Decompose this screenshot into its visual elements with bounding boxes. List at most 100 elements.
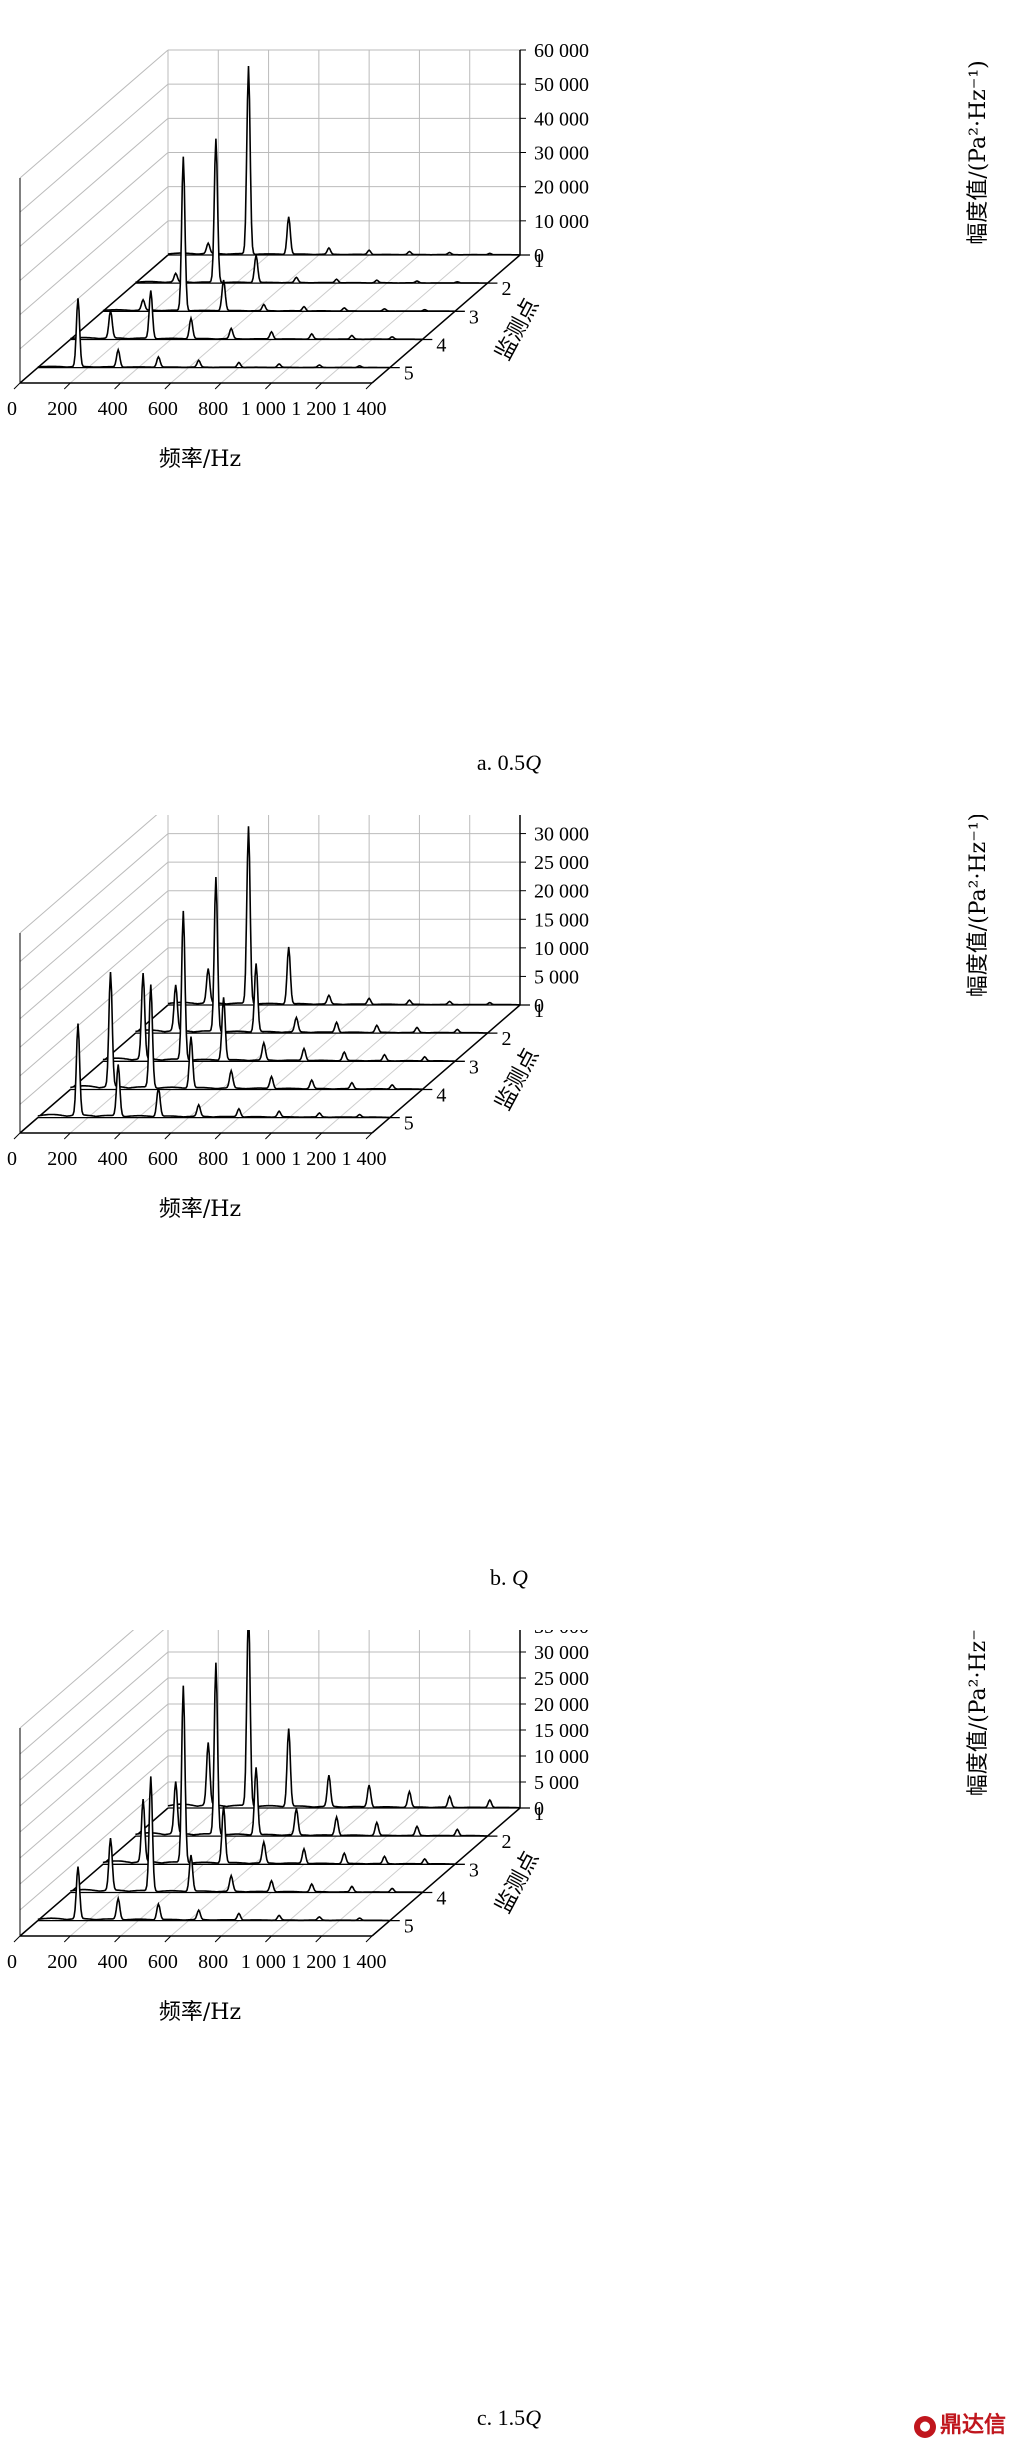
grid-line xyxy=(19,947,169,1077)
series-fill xyxy=(168,66,520,255)
y-tick-label: 35 000 xyxy=(534,1630,589,1638)
z-tick-label: 5 xyxy=(404,1113,414,1135)
grid-line xyxy=(19,833,169,962)
grid-line xyxy=(120,1004,269,1134)
z-tick-label: 4 xyxy=(436,1887,446,1909)
x-tick-label: 1 000 xyxy=(241,398,286,420)
x-tick-label: 200 xyxy=(47,1148,77,1170)
z-tick-label: 1 xyxy=(534,250,544,272)
grid-line xyxy=(19,1703,169,1833)
grid-line xyxy=(19,918,169,1048)
z-axis-line xyxy=(371,1807,521,1937)
x-tick-mark xyxy=(13,1132,21,1140)
series-fill xyxy=(168,1630,520,1808)
series-fill xyxy=(37,298,390,368)
y-tick-label: 60 000 xyxy=(534,40,589,62)
z-tick-label: 1 xyxy=(534,1803,544,1825)
grid-line xyxy=(120,1807,269,1937)
grid-line xyxy=(19,1729,169,1859)
x-tick-mark xyxy=(114,1935,121,1943)
x-tick-label: 200 xyxy=(47,398,77,420)
z-tick-label: 5 xyxy=(404,363,414,385)
panel-caption: b. Q xyxy=(490,1565,528,1590)
grid-line xyxy=(271,1807,420,1937)
z-tick-label: 4 xyxy=(436,1084,446,1106)
series-line-2 xyxy=(135,1662,488,1837)
x-tick-label: 600 xyxy=(148,398,178,420)
depth-axis-line xyxy=(19,1807,169,1937)
z-axis-label: 监测点 xyxy=(491,1045,544,1115)
x-tick-mark xyxy=(265,1935,272,1943)
chart-panel-b: 0 200 400 600 800 1 000 1 200 1 400 频率/Hz 0 5 000 1… xyxy=(0,815,1018,1630)
z-axis-line xyxy=(371,254,521,384)
x-tick-mark xyxy=(214,1935,222,1943)
series-line-5 xyxy=(37,1023,390,1119)
x-tick-label: 0 xyxy=(7,398,17,420)
x-tick-mark xyxy=(13,1935,21,1943)
grid-line xyxy=(271,1004,420,1134)
x-axis-label: 频率/Hz xyxy=(159,447,241,472)
grid-line xyxy=(69,1807,219,1937)
series-fill xyxy=(102,910,455,1062)
series-line-1 xyxy=(167,1630,520,1809)
z-tick-label: 4 xyxy=(436,334,446,356)
x-tick-mark xyxy=(365,382,373,390)
z-tick-label: 1 xyxy=(534,1000,544,1022)
grid-line xyxy=(19,186,169,316)
grid-line xyxy=(19,220,169,350)
x-tick-label: 1 400 xyxy=(342,1148,387,1170)
chart-svg: 0 200 400 600 800 1 000 1 200 1 400 频率/Hz 0 10 000… xyxy=(7,40,991,472)
x-tick-label: 0 xyxy=(7,1951,17,1973)
y-tick-label: 30 000 xyxy=(534,1642,589,1664)
panel-caption: c. 1.5Q xyxy=(476,2405,542,2430)
chart-panel-a: 0 200 400 600 800 1 000 1 200 1 400 频率/Hz 0 10 000… xyxy=(0,0,1018,815)
x-tick-mark xyxy=(365,1132,373,1140)
grid-line xyxy=(19,890,169,1020)
panel-caption: a. 0.5Q xyxy=(476,750,542,775)
chart-svg: 0 200 400 600 800 1 000 1 200 1 400 频率/Hz 0 5 000 1… xyxy=(7,1630,991,2025)
y-tick-label: 15 000 xyxy=(534,1720,589,1742)
series-line-2 xyxy=(135,876,488,1034)
series-fill xyxy=(37,1023,390,1118)
x-tick-label: 1 200 xyxy=(291,398,336,420)
x-tick-mark xyxy=(164,1935,172,1943)
z-axis-line xyxy=(371,1004,521,1134)
series-fill xyxy=(168,826,520,1005)
x-tick-label: 1 200 xyxy=(291,1951,336,1973)
series-line-1 xyxy=(167,826,520,1006)
series-line-3 xyxy=(102,1685,455,1865)
x-tick-mark xyxy=(13,382,21,390)
y-tick-label: 50 000 xyxy=(534,74,589,96)
series-line-3 xyxy=(102,156,455,313)
x-tick-mark xyxy=(315,1132,323,1140)
grid-line xyxy=(19,861,169,991)
y-tick-label: 25 000 xyxy=(534,852,589,874)
y-tick-label: 35 000 xyxy=(534,815,589,817)
grid-line xyxy=(321,1004,471,1134)
seal-icon: ● xyxy=(913,2416,936,2438)
x-tick-mark xyxy=(265,1132,272,1140)
series-fill xyxy=(102,156,455,312)
z-tick-label: 3 xyxy=(469,1859,479,1881)
grid-line xyxy=(120,254,269,384)
x-tick-label: 1 400 xyxy=(342,398,387,420)
grid-line xyxy=(19,83,169,213)
grid-line xyxy=(19,815,158,934)
grid-line xyxy=(19,49,169,179)
y-tick-label: 10 000 xyxy=(534,938,589,960)
grid-line xyxy=(220,1807,370,1937)
x-tick-label: 1 000 xyxy=(241,1148,286,1170)
grid-line xyxy=(69,254,219,384)
y-tick-label: 15 000 xyxy=(534,909,589,931)
x-tick-label: 600 xyxy=(148,1951,178,1973)
y-tick-label: 20 000 xyxy=(534,881,589,903)
y-tick-label: 30 000 xyxy=(534,824,589,846)
y-axis-label: 幅度值/(Pa²·Hz⁻¹) xyxy=(966,60,991,245)
z-tick-label: 2 xyxy=(501,278,511,300)
x-tick-label: 400 xyxy=(98,1148,128,1170)
x-tick-mark xyxy=(265,382,272,390)
grid-line xyxy=(220,254,370,384)
y-tick-label: 10 000 xyxy=(534,1746,589,1768)
x-tick-label: 400 xyxy=(98,1951,128,1973)
y-axis-label: 幅度值/(Pa²·Hz⁻¹) xyxy=(966,815,991,997)
